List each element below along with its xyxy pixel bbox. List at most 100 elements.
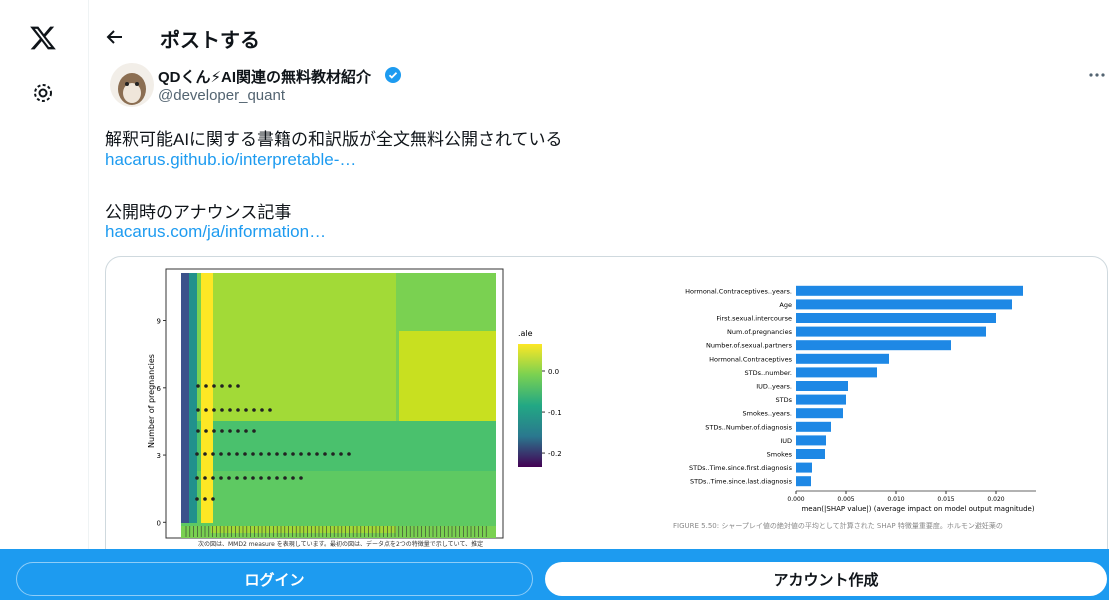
- heatmap-dot: [259, 476, 263, 480]
- heatmap-dot: [227, 452, 231, 456]
- y-tick-label: STDs..number.: [745, 369, 792, 377]
- heatmap-dot: [203, 497, 207, 501]
- bar: [796, 353, 889, 364]
- y-tick-label: Hormonal.Contraceptives..years.: [685, 287, 792, 295]
- heatmap-dot: [299, 452, 303, 456]
- y-tick-label: STDs..Time.since.last.diagnosis: [690, 478, 793, 486]
- heatmap-dot: [236, 384, 240, 388]
- heatmap-dot: [235, 476, 239, 480]
- heatmap-dot: [291, 452, 295, 456]
- bar: [796, 476, 811, 487]
- heatmap-dot: [268, 408, 272, 412]
- heatmap-cell: [201, 273, 213, 523]
- y-tick-label: Smokes: [767, 451, 793, 459]
- y-tick-label: Smokes..years.: [743, 410, 792, 418]
- heatmap-dot: [283, 476, 287, 480]
- heatmap-dot: [220, 384, 224, 388]
- heatmap-cell: [399, 331, 496, 421]
- heatmap-dot: [236, 429, 240, 433]
- heatmap-dot: [204, 429, 208, 433]
- author-name[interactable]: QDくん⚡AI関連の無料教材紹介: [158, 69, 372, 86]
- y-tick-label: STDs: [776, 396, 793, 404]
- colorbar-tick-label: -0.2: [548, 450, 562, 458]
- more-button[interactable]: [1088, 70, 1106, 80]
- media-card[interactable]: .ale Number of pregnancies 次の図は、MMD2 mea…: [105, 256, 1108, 600]
- bar: [796, 313, 996, 323]
- heatmap-dot: [195, 452, 199, 456]
- caption: 次の図は、MMD2 measure を表現しています。最初の図は、データ点を2つ…: [198, 540, 483, 548]
- heatmap-dot: [275, 452, 279, 456]
- heatmap-dot: [235, 452, 239, 456]
- bar: [796, 394, 846, 405]
- heatmap-dot: [220, 429, 224, 433]
- y-tick-label: STDs..Time.since.first.diagnosis: [689, 464, 793, 472]
- heatmap-dot: [259, 452, 263, 456]
- heatmap-dot: [323, 452, 327, 456]
- x-logo[interactable]: [29, 24, 57, 52]
- heatmap-dot: [260, 408, 264, 412]
- heatmap-dot: [252, 408, 256, 412]
- signup-button[interactable]: アカウント作成: [545, 562, 1107, 596]
- post-link[interactable]: hacarus.github.io/interpretable-…: [105, 150, 357, 169]
- heatmap-cell: [181, 273, 189, 523]
- heatmap-cell: [189, 273, 197, 523]
- y-tick-label: STDs..Number.of.diagnosis: [705, 423, 792, 431]
- y-tick-label: 9: [157, 318, 161, 326]
- heatmap-dot: [291, 476, 295, 480]
- heatmap-dot: [196, 429, 200, 433]
- post-link[interactable]: hacarus.com/ja/information…: [105, 222, 327, 241]
- heatmap-dot: [195, 476, 199, 480]
- bar: [796, 408, 843, 419]
- heatmap-dot: [251, 476, 255, 480]
- heatmap-dot: [228, 429, 232, 433]
- heatmap-dot: [204, 408, 208, 412]
- heatmap-dot: [203, 476, 207, 480]
- caption: FIGURE 5.50: シャープレイ値の絶対値の平均として計算された SHAP…: [673, 521, 1003, 530]
- y-tick-label: Num.of.pregnancies: [727, 328, 793, 336]
- heatmap-dot: [299, 476, 303, 480]
- bar: [796, 449, 825, 459]
- y-tick-label: 3: [157, 452, 161, 460]
- y-tick-label: 0: [157, 519, 161, 527]
- page-title: ポストする: [160, 30, 260, 52]
- heatmap-dot: [307, 452, 311, 456]
- login-button[interactable]: ログイン: [16, 562, 533, 596]
- back-button[interactable]: [105, 27, 125, 47]
- heatmap-dot: [283, 452, 287, 456]
- heatmap-dot: [211, 452, 215, 456]
- heatmap-dot: [236, 408, 240, 412]
- heatmap-dot: [228, 408, 232, 412]
- x-tick-label: 0.010: [887, 496, 904, 503]
- settings-icon[interactable]: [31, 81, 55, 105]
- heatmap-dot: [243, 452, 247, 456]
- heatmap-dot: [211, 476, 215, 480]
- heatmap-dot: [219, 476, 223, 480]
- y-tick-label: Age: [779, 301, 792, 309]
- heatmap-dot: [251, 452, 255, 456]
- bar: [796, 299, 1012, 310]
- bar: [796, 367, 877, 378]
- media-image: .ale Number of pregnancies 次の図は、MMD2 mea…: [147, 268, 1036, 548]
- heatmap-dot: [267, 452, 271, 456]
- bar: [796, 285, 1023, 296]
- colorbar-tick-label: -0.1: [548, 409, 562, 417]
- colorbar: [518, 344, 542, 467]
- heatmap-dot: [228, 384, 232, 388]
- x-tick-label: 0.020: [987, 496, 1004, 503]
- y-tick-label: Hormonal.Contraceptives: [709, 355, 792, 363]
- colorbar-tick-label: 0.0: [548, 368, 559, 376]
- heatmap-cell: [181, 421, 496, 471]
- post-text: 解釈可能AIに関する書籍の和訳版が全文無料公開されている: [105, 130, 563, 149]
- heatmap-dot: [196, 408, 200, 412]
- avatar[interactable]: [110, 63, 154, 107]
- author-handle[interactable]: @developer_quant: [158, 87, 285, 104]
- sidebar: [0, 0, 89, 600]
- y-axis-label: Number of pregnancies: [147, 354, 156, 448]
- y-tick-label: IUD..years.: [756, 383, 792, 391]
- heatmap-dot: [339, 452, 343, 456]
- bar: [796, 326, 986, 337]
- y-tick-label: 6: [157, 385, 162, 393]
- heatmap-dot: [212, 429, 216, 433]
- bar: [796, 421, 831, 432]
